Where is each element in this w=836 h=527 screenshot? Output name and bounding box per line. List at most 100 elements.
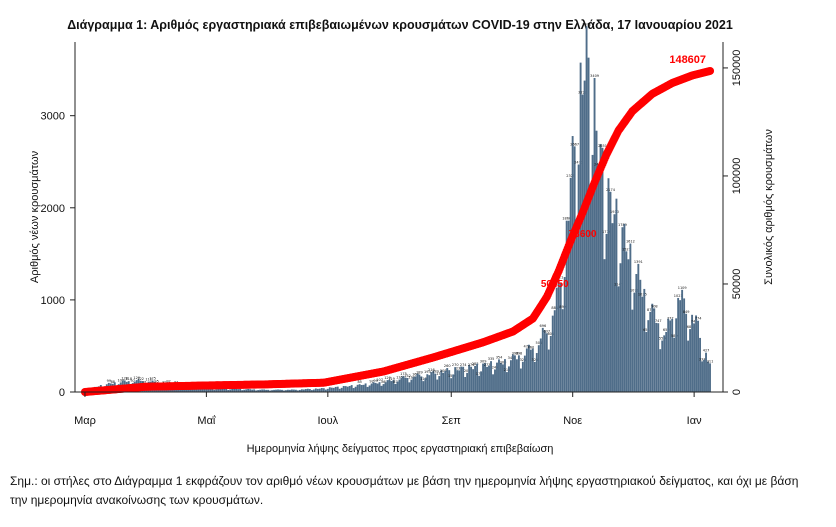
bar [637, 263, 640, 392]
bar [291, 389, 293, 392]
bar-value-label: 97 [130, 379, 134, 383]
bar [629, 243, 632, 392]
bar [378, 382, 381, 392]
bar-value-label: 1109 [678, 286, 687, 290]
bar-value-label: 119 [388, 377, 395, 381]
bar [605, 233, 608, 392]
bar-value-label: 216 [504, 368, 511, 372]
bar-value-label: 2470 [574, 161, 583, 165]
x-tick-label: Νοε [563, 415, 582, 427]
bar [296, 390, 299, 392]
bar [476, 363, 479, 392]
bar [219, 388, 222, 392]
bar-value-label: 333 [699, 357, 706, 361]
bar [185, 388, 188, 392]
bar [360, 385, 363, 392]
bar [328, 387, 331, 392]
bar [506, 372, 508, 392]
bar-value-label: 112 [145, 378, 152, 382]
bar-value-label: 326 [532, 358, 539, 362]
bar [603, 259, 606, 392]
bar [408, 382, 411, 392]
bar [197, 387, 200, 392]
bar [294, 389, 297, 392]
bar [452, 374, 455, 392]
bar [545, 333, 548, 392]
bar-value-label: 1612 [626, 240, 635, 244]
bar [450, 378, 453, 392]
bar [332, 387, 335, 392]
bar-value-label: 1035 [638, 293, 647, 297]
bar [563, 277, 566, 392]
y-tick-label-left: 0 [59, 387, 65, 399]
bar [398, 379, 401, 392]
bar-value-label: 745 [691, 319, 698, 323]
cumulative-point [706, 66, 715, 75]
bar-value-label: 696 [539, 324, 546, 328]
bar [348, 386, 351, 392]
bar [304, 389, 307, 392]
bar [281, 389, 283, 392]
bar [649, 311, 652, 392]
bar [515, 359, 518, 392]
bar [362, 384, 365, 392]
bar [480, 371, 483, 392]
bar [372, 382, 375, 392]
bar-value-label: 189 [416, 371, 423, 375]
bar-value-label: 508 [536, 341, 543, 345]
bar [255, 390, 258, 392]
bar [619, 263, 622, 392]
bar [388, 379, 391, 392]
bar-value-label: 208 [440, 369, 447, 373]
bar [318, 388, 321, 392]
footnote: Σημ.: οι στήλες στο Διάγραμμα 1 εκφράζου… [10, 474, 799, 507]
bar-value-label: 651 [643, 328, 650, 332]
bar [310, 390, 313, 392]
bar [394, 383, 397, 392]
bar [344, 386, 347, 392]
axes: Αριθμός νέων κρουσμάτων Συνολικός αριθμό… [29, 42, 775, 455]
bar [418, 374, 421, 392]
bar [438, 376, 441, 392]
bar-value-label: 1021 [674, 294, 683, 298]
bar [533, 361, 536, 392]
bar [671, 318, 674, 392]
bar [462, 366, 465, 392]
bar [428, 375, 431, 392]
bar [460, 366, 463, 392]
bar [338, 388, 341, 392]
bar [549, 336, 552, 392]
bar [482, 363, 484, 392]
bar [448, 370, 451, 392]
bar [607, 178, 610, 392]
bar [392, 380, 395, 392]
bar [312, 389, 315, 392]
bar-value-label: 99 [107, 379, 111, 383]
cumulative-annotation: 50450 [541, 279, 569, 290]
bar [569, 177, 572, 392]
bar-value-label: 1391 [634, 260, 643, 264]
bar [356, 384, 359, 392]
bar [273, 389, 275, 392]
bar [655, 322, 658, 392]
bar-value-label: 86 [381, 380, 385, 384]
bar [647, 320, 650, 392]
bar [507, 366, 510, 392]
bar [657, 323, 660, 392]
y-axis-title-right: Συνολικός αριθμός κρουσμάτων [763, 129, 775, 285]
bar [621, 227, 624, 392]
bar [422, 381, 425, 392]
bar [701, 361, 703, 392]
bar-value-label: 129 [384, 376, 391, 380]
bar [368, 385, 371, 392]
bar [420, 376, 423, 392]
bar [703, 359, 705, 392]
bar [253, 389, 256, 392]
bar [406, 378, 409, 392]
bar [209, 388, 212, 392]
bar [261, 389, 264, 392]
bar [693, 323, 696, 392]
bar-value-label: 460 [528, 346, 535, 350]
bar-value-label: 216 [428, 368, 435, 372]
bar-value-label: 1527 [622, 247, 631, 251]
